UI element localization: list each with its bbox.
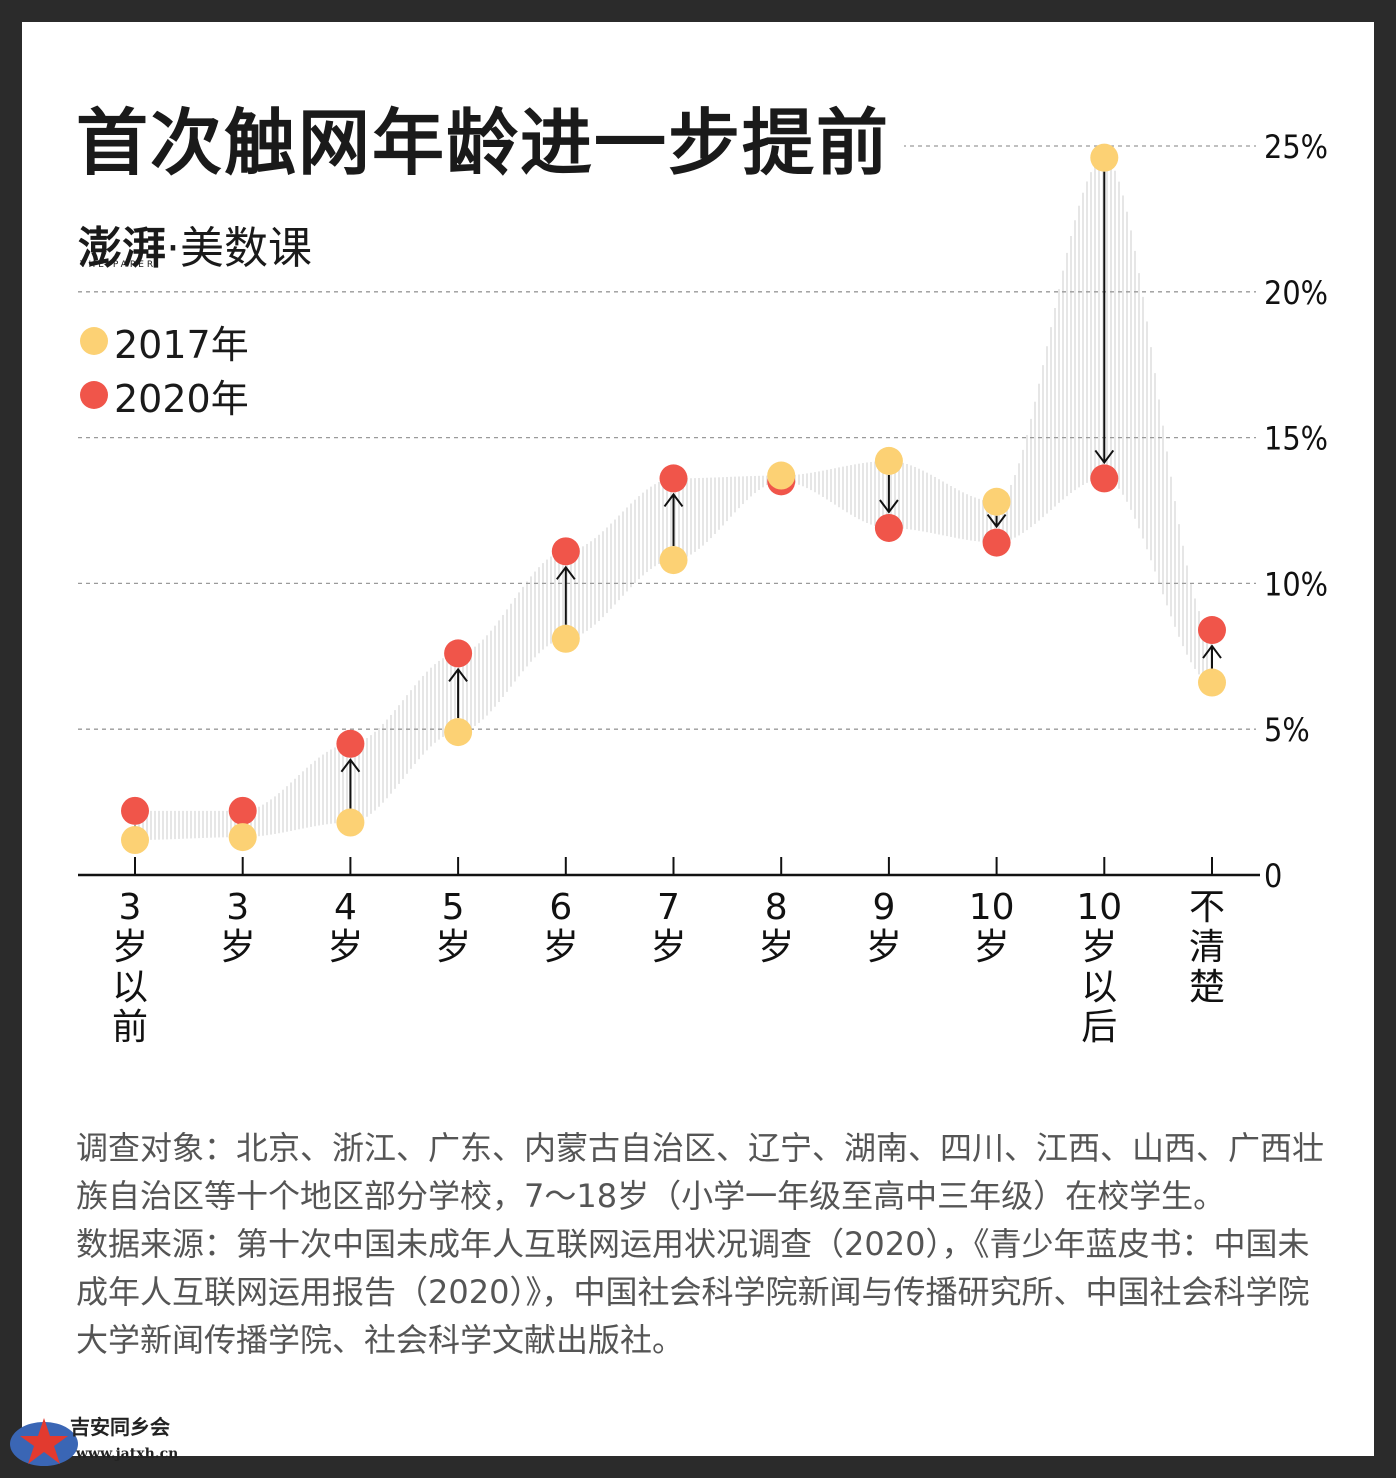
point-2020 — [228, 796, 257, 825]
y-tick-label: 0 — [1264, 857, 1282, 895]
point-2020 — [551, 537, 580, 566]
brand-logo-text: 澎湃 — [78, 223, 166, 274]
arrow-head — [879, 499, 899, 514]
data-points — [121, 143, 1226, 855]
point-2017 — [121, 826, 149, 855]
point-2017 — [336, 808, 365, 837]
x-tick-label: 岁 — [112, 927, 148, 968]
arrow-head — [663, 492, 684, 508]
x-tick-label: 岁 — [220, 927, 256, 968]
y-tick-label: 5% — [1264, 711, 1310, 749]
x-tick-label: 4 — [334, 887, 357, 928]
x-tick-label: 5 — [442, 887, 465, 928]
point-2017 — [551, 624, 580, 653]
x-tick-label: 不 — [1189, 887, 1225, 928]
x-tick-label: 以 — [1081, 967, 1117, 1008]
brand-name: ·美数课 — [166, 223, 312, 274]
x-tick-label: 后 — [1081, 1007, 1117, 1048]
x-tick-label: 岁 — [543, 927, 579, 968]
x-tick-label: 岁 — [758, 927, 794, 968]
y-tick-labels: 0 5% 10% 15% 20% 25% — [1264, 128, 1328, 895]
infographic-card: 0 5% 10% 15% 20% 25% 3 岁以前 3 岁 4 岁 5 岁 6 岁 7 岁 8 岁 9 岁 10 岁 10 岁… — [22, 22, 1374, 1456]
x-tick-label: 清 — [1189, 927, 1225, 968]
x-tick-label: 岁 — [435, 927, 471, 968]
watermark-name: 吉安同乡会 — [70, 1415, 170, 1439]
range-band — [134, 157, 1212, 841]
x-tick-label: 楚 — [1189, 967, 1225, 1008]
point-2020 — [444, 639, 473, 668]
point-2020 — [121, 796, 149, 825]
x-tick-label: 以 — [112, 967, 148, 1008]
survey-note: 调查对象：北京、浙江、广东、内蒙古自治区、辽宁、湖南、四川、江西、山西、广西壮族… — [76, 1129, 1325, 1215]
legend-item-2017: 2017年 — [80, 318, 249, 367]
brand-logo: 澎湃·美数课 — [78, 212, 312, 276]
x-tick-label: 7 — [657, 887, 680, 928]
x-tick-label: 6 — [549, 887, 572, 928]
point-2020 — [336, 729, 365, 758]
watermark-logo: 吉安同乡会 — [10, 1415, 170, 1466]
x-tick-label: 8 — [765, 887, 788, 928]
x-tick-label: 岁 — [1081, 927, 1117, 968]
legend-label-2020: 2020年 — [114, 376, 249, 421]
change-arrows — [125, 171, 1222, 840]
x-tick-label: 岁 — [650, 927, 686, 968]
x-tick-label: 前 — [112, 1007, 148, 1048]
source-note: 数据来源：第十次中国未成年人互联网运用状况调查（2020），《青少年蓝皮书：中国… — [76, 1225, 1310, 1359]
legend-label-2017: 2017年 — [114, 322, 249, 367]
brand-logo-subtext: THE PAPER — [80, 260, 157, 270]
y-tick-label: 15% — [1264, 420, 1328, 458]
footnotes: 调查对象：北京、浙江、广东、内蒙古自治区、辽宁、湖南、四川、江西、山西、广西壮族… — [76, 1124, 1326, 1364]
arrow-head — [448, 667, 468, 682]
point-2017 — [982, 487, 1011, 516]
point-2020 — [1090, 464, 1119, 493]
point-2017 — [1198, 668, 1226, 697]
y-tick-label: 20% — [1264, 274, 1328, 312]
chart-title: 首次触网年龄进一步提前 — [76, 100, 905, 187]
x-tick-label: 岁 — [866, 927, 902, 968]
legend-dot-2020 — [80, 381, 108, 409]
x-tick-label: 3 — [119, 887, 142, 928]
legend-dot-2017 — [80, 327, 108, 355]
arrow-head — [340, 758, 361, 773]
y-tick-label: 25% — [1264, 128, 1328, 166]
point-2017 — [659, 546, 688, 575]
arrow-head — [555, 565, 576, 580]
x-tick-label: 岁 — [327, 927, 363, 968]
chart-area: 05%10%15%20%25% 3岁以前3岁4岁5岁6岁7岁8岁9岁10岁10岁… — [78, 128, 1328, 1048]
point-2017 — [444, 718, 473, 747]
arrow-head — [1094, 449, 1115, 465]
point-2020 — [874, 513, 903, 542]
legend-item-2020: 2020年 — [80, 372, 249, 421]
point-2020 — [982, 528, 1011, 557]
x-tick-label: 10 — [1076, 887, 1122, 928]
watermark-site: www.jatxh.cn — [76, 1446, 179, 1462]
arrow-head — [1202, 644, 1222, 659]
arrow-head — [986, 513, 1007, 529]
point-2017 — [767, 461, 796, 490]
point-2017 — [1090, 143, 1119, 172]
y-tick-label: 10% — [1264, 565, 1328, 603]
point-2020 — [659, 464, 688, 493]
x-tick-label: 岁 — [974, 927, 1010, 968]
point-2020 — [1198, 616, 1226, 645]
point-2017 — [228, 823, 257, 852]
x-tick-label: 3 — [226, 887, 249, 928]
point-2017 — [874, 446, 903, 475]
x-tick-label: 10 — [969, 887, 1015, 928]
x-axis — [78, 857, 1260, 877]
x-tick-label: 9 — [872, 887, 895, 928]
